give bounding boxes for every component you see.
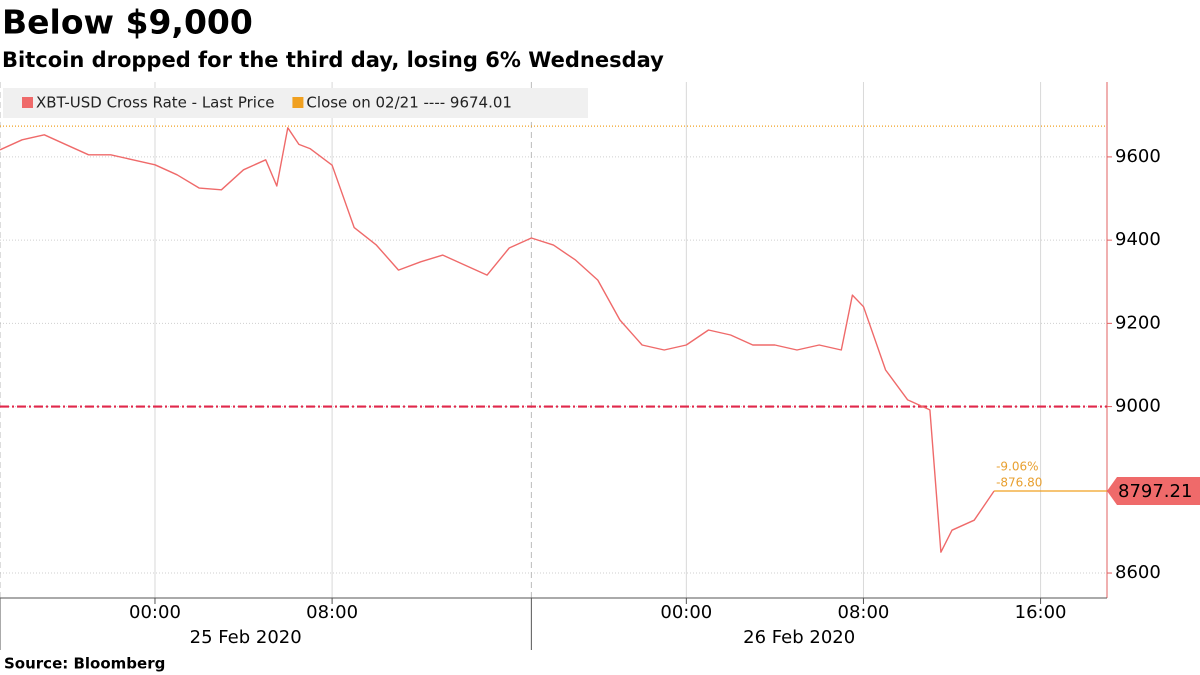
legend-label: XBT-USD Cross Rate - Last Price xyxy=(36,94,274,112)
chart-subtitle: Bitcoin dropped for the third day, losin… xyxy=(2,48,664,72)
annotation: -876.80 xyxy=(996,475,1042,489)
y-tick-label: 9200 xyxy=(1115,312,1161,333)
x-tick-label: 08:00 xyxy=(838,602,890,623)
legend-swatch xyxy=(22,97,33,108)
y-tick-label: 9000 xyxy=(1115,396,1161,417)
date-label: 26 Feb 2020 xyxy=(743,627,855,648)
price-line xyxy=(0,127,995,553)
y-tick-label: 9400 xyxy=(1115,229,1161,250)
y-tick-label: 8600 xyxy=(1115,562,1161,583)
date-label: 25 Feb 2020 xyxy=(190,627,302,648)
x-tick-label: 08:00 xyxy=(306,602,358,623)
x-tick-label: 00:00 xyxy=(129,602,181,623)
legend: XBT-USD Cross Rate - Last Price Close on … xyxy=(3,88,588,118)
last-price-label: 8797.21 xyxy=(1118,481,1192,502)
x-tick-label: 00:00 xyxy=(660,602,712,623)
x-tick-label: 16:00 xyxy=(1015,602,1067,623)
chart-title: Below $9,000 xyxy=(2,3,253,42)
source: Source: Bloomberg xyxy=(4,655,165,673)
legend-swatch xyxy=(292,97,304,108)
last-price-tag xyxy=(1107,476,1200,505)
y-tick-label: 9600 xyxy=(1115,146,1161,167)
legend-label: Close on 02/21 ---- 9674.01 xyxy=(306,94,512,112)
annotation: -9.06% xyxy=(996,459,1038,473)
